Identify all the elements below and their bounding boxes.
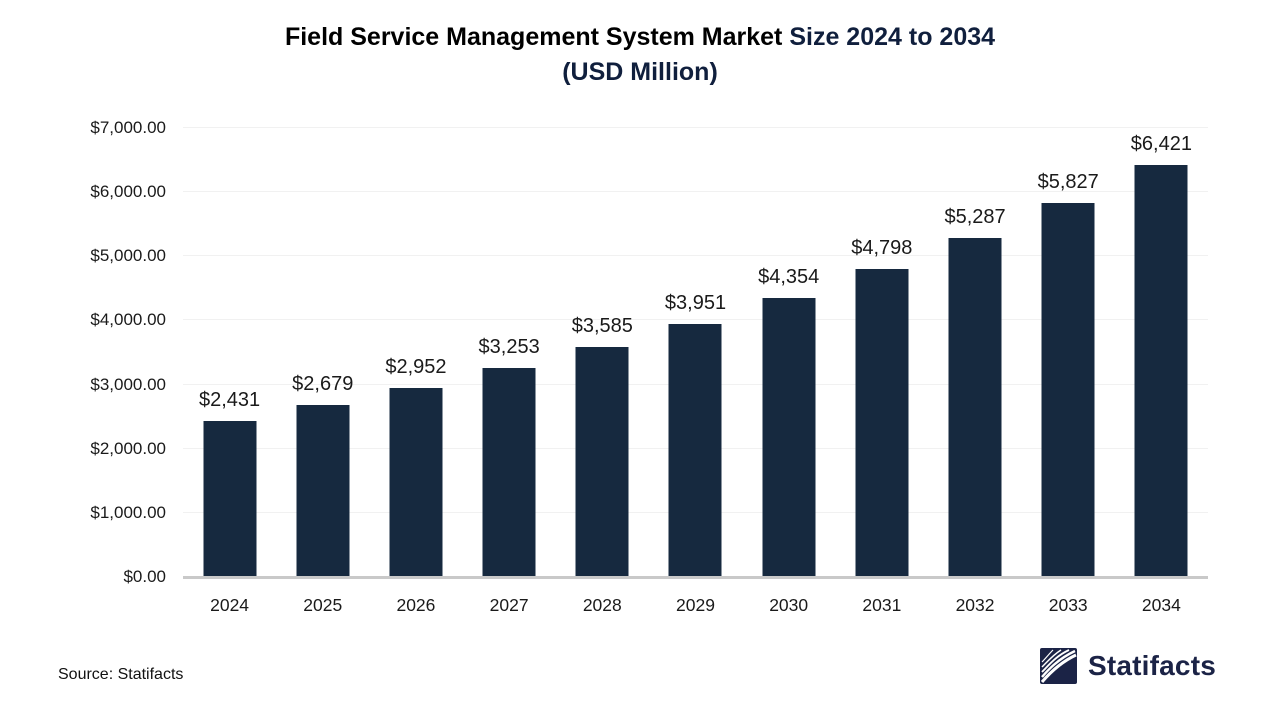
bar [389, 387, 443, 577]
x-axis-line [183, 576, 1208, 579]
x-axis-tick-label: 2026 [396, 595, 436, 615]
chart-title-units: (USD Million) [562, 58, 718, 86]
gridline [183, 191, 1208, 193]
y-axis-tick-label: $3,000.00 [90, 374, 166, 394]
bar-slot: $4,798 [835, 128, 928, 577]
bar-value-label: $5,827 [1037, 171, 1099, 194]
bar-value-label: $4,798 [851, 237, 913, 260]
bar [482, 368, 536, 577]
bar-slot: $2,952 [369, 128, 462, 577]
y-axis-tick-label: $0.00 [123, 567, 166, 586]
y-axis-tick-label: $1,000.00 [90, 502, 166, 522]
bar-value-label: $2,679 [292, 373, 354, 396]
y-axis-tick-label: $7,000.00 [90, 118, 166, 137]
bar-value-label: $5,287 [944, 205, 1006, 228]
bar-slot: $5,827 [1022, 128, 1115, 577]
bar-slot: $2,431 [183, 128, 276, 577]
x-axis-tick-label: 2024 [210, 595, 250, 615]
bar-value-label: $3,951 [664, 291, 727, 314]
x-axis-tick-label: 2032 [955, 595, 995, 615]
bar-value-label: $3,253 [478, 336, 540, 359]
chart-title: Field Service Management System Market S… [0, 20, 1280, 90]
bar-slot: $3,585 [556, 128, 649, 577]
x-axis-tick-label: 2030 [769, 595, 809, 615]
bar-slot: $3,951 [649, 128, 742, 577]
x-axis-tick-label: 2028 [582, 595, 622, 615]
source-note: Source: Statifacts [58, 666, 184, 683]
bar [1134, 165, 1188, 577]
bar [575, 347, 629, 577]
bar [855, 269, 909, 577]
bar-slot: $6,421 [1115, 128, 1208, 577]
x-axis-tick-label: 2033 [1048, 595, 1088, 615]
bar-slot: $4,354 [742, 128, 835, 577]
y-axis-tick-label: $4,000.00 [90, 310, 166, 330]
y-axis-tick-label: $2,000.00 [90, 438, 166, 458]
x-axis: 2024 2025 2026 2027 2028 2029 2030 2031 2032 2033… [183, 593, 1208, 617]
bar-value-label: $3,585 [571, 315, 633, 338]
bar [203, 421, 257, 577]
bar [762, 297, 816, 577]
bar [668, 323, 722, 577]
gridline [183, 127, 1208, 128]
y-axis: $0.00 $1,000.00 $2,000.00 $3,000.00 $4,000.0… [40, 118, 166, 586]
x-axis-tick-label: 2034 [1141, 595, 1181, 615]
gridline [183, 319, 1208, 321]
chart-title-range: Size 2024 to 2034 [782, 23, 996, 51]
bar-slot: $5,287 [928, 128, 1021, 577]
bar-value-label: $2,431 [198, 389, 261, 412]
x-axis-tick-label: 2025 [303, 595, 343, 615]
y-axis-tick-label: $5,000.00 [90, 246, 166, 266]
bar [296, 405, 350, 577]
x-axis-tick-label: 2027 [489, 595, 529, 615]
gridline [183, 255, 1208, 257]
x-axis-tick-label: 2029 [676, 595, 715, 615]
chart-title-main: Field Service Management System Market [284, 23, 783, 51]
plot-area: $2,431 $2,679 $2,952 $3,253 $3,585 $3,951 $4,3… [183, 127, 1208, 579]
bar-value-label: $6,421 [1130, 133, 1192, 156]
y-axis-tick-label: $6,000.00 [90, 182, 166, 202]
statifacts-logo-icon [1039, 648, 1077, 684]
bar-value-label: $4,354 [758, 265, 820, 288]
brand-name: Statifacts [1087, 650, 1216, 681]
bar-slot: $3,253 [463, 128, 556, 577]
bar-value-label: $2,952 [385, 355, 447, 378]
bar [1041, 203, 1095, 577]
x-axis-tick-label: 2031 [862, 595, 902, 615]
bar-slot: $2,679 [276, 128, 369, 577]
brand-logo: Statifacts [1039, 646, 1216, 686]
bar [948, 237, 1002, 577]
